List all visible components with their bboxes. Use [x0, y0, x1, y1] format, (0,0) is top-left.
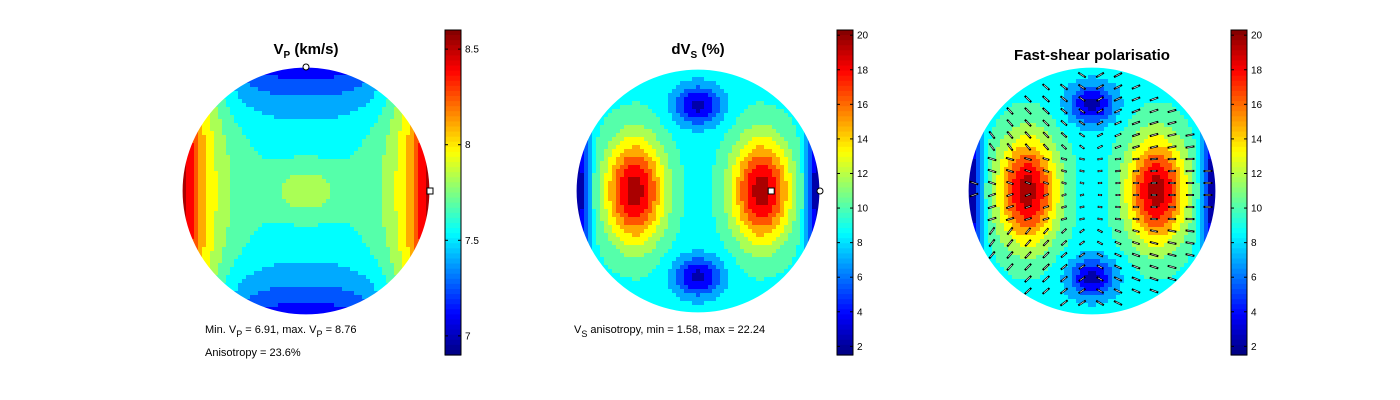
contour-cells: [968, 67, 1216, 315]
colorbar-frame: [1230, 29, 1248, 356]
vp-colorbar: 7 7.5 8 8.5: [444, 29, 479, 356]
polarisation-pole-figure: [967, 66, 1217, 316]
colorbar-tick-label: 8: [1251, 238, 1257, 249]
colorbar-tick-label: 14: [857, 134, 869, 145]
dvs-pole-figure: [575, 68, 824, 314]
colorbar-tick-label: 16: [1251, 100, 1263, 111]
colorbar-tick-label: 2: [1251, 342, 1257, 353]
colorbar-tick-label: 20: [857, 31, 869, 42]
dvs-colorbar: 2 4 6 8 10 12 14 16 18 20: [836, 29, 869, 356]
colorbar-tick-label: 7: [465, 331, 471, 342]
colorbar-tick-label: 16: [857, 100, 869, 111]
vs-anisotropy-label: VS anisotropy, min = 1.58, max = 22.24: [574, 324, 765, 339]
vp-pole-figure: [181, 63, 434, 316]
panel-polarisation: Fast-shear polarisatio 2 4 6 8 10 12 14 16 18 20: [967, 29, 1263, 356]
polarisation-colorbar: 2 4 6 8 10 12 14 16 18 20: [1230, 29, 1263, 356]
colorbar-tick-label: 14: [1251, 134, 1263, 145]
vp-minmax-label: Min. VP = 6.91, max. VP = 8.76: [205, 324, 356, 339]
polarisation-title: Fast-shear polarisatio: [1014, 47, 1170, 64]
colorbar-tick-label: 8.5: [465, 45, 479, 56]
colorbar-ramp: [1231, 30, 1247, 356]
colorbar-tick-label: 6: [857, 273, 863, 284]
colorbar-tick-label: 18: [857, 65, 869, 76]
colorbar-tick-label: 6: [1251, 273, 1257, 284]
max-marker: [816, 187, 824, 195]
colorbar-frame: [836, 29, 854, 356]
colorbar-tick-label: 10: [857, 204, 869, 215]
colorbar-ramp: [837, 30, 853, 356]
vp-anisotropy-label: Anisotropy = 23.6%: [205, 347, 301, 359]
colorbar-tick-label: 7.5: [465, 236, 479, 247]
min-marker: [426, 187, 434, 195]
colorbar-tick-label: 20: [1251, 31, 1263, 42]
colorbar-tick-label: 4: [1251, 307, 1257, 318]
vp-title: VP (km/s): [273, 41, 338, 61]
max-marker: [302, 63, 310, 71]
dvs-title: dVS (%): [671, 41, 724, 61]
colorbar-ramp: [445, 30, 461, 356]
colorbar-tick-label: 12: [857, 169, 869, 180]
colorbar-tick-label: 10: [1251, 204, 1263, 215]
colorbar-tick-label: 2: [857, 342, 863, 353]
colorbar-tick-label: 18: [1251, 65, 1263, 76]
colorbar-frame: [444, 29, 462, 356]
stereonet-outline: [967, 66, 1217, 316]
colorbar-tick-label: 8: [465, 140, 471, 151]
colorbar-tick-label: 12: [1251, 169, 1263, 180]
contour-cells: [576, 69, 820, 313]
panel-dvs: dVS (%) 2 4 6 8 10 12 14 16 18 20 VS anisotropy, …: [574, 29, 869, 356]
polarisation-ticks: [969, 71, 1213, 307]
panel-vp: VP (km/s) 7 7.5 8 8.5 Min. VP = 6.91, max. …: [181, 29, 479, 359]
colorbar-tick-label: 4: [857, 307, 863, 318]
min-marker: [767, 187, 775, 195]
colorbar-tick-label: 8: [857, 238, 863, 249]
